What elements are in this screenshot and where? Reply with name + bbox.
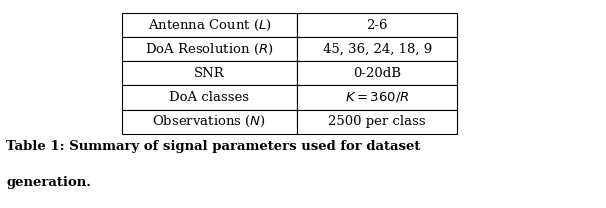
Text: SNR: SNR [194,67,225,80]
Bar [122,85,297,109]
Bar [122,37,297,61]
Text: Antenna Count ($\mathit{L}$): Antenna Count ($\mathit{L}$) [147,18,271,33]
Bar [122,13,297,37]
Text: 2500 per class: 2500 per class [328,115,426,128]
Text: 2-6: 2-6 [367,19,388,32]
Bar [297,61,458,85]
Text: $\mathit{K} = 360/\mathit{R}$: $\mathit{K} = 360/\mathit{R}$ [345,90,410,104]
Bar [297,109,458,134]
Bar [297,13,458,37]
Text: DoA Resolution ($\mathit{R}$): DoA Resolution ($\mathit{R}$) [145,42,274,57]
Text: 0-20dB: 0-20dB [353,67,401,80]
Text: DoA classes: DoA classes [170,91,250,104]
Bar [122,61,297,85]
Text: generation.: generation. [6,176,91,189]
Text: Observations ($\mathit{N}$): Observations ($\mathit{N}$) [153,114,267,129]
Text: Table 1: Summary of signal parameters used for dataset: Table 1: Summary of signal parameters us… [6,140,421,153]
Bar [297,85,458,109]
Bar [122,109,297,134]
Bar [297,37,458,61]
Text: 45, 36, 24, 18, 9: 45, 36, 24, 18, 9 [322,43,432,56]
